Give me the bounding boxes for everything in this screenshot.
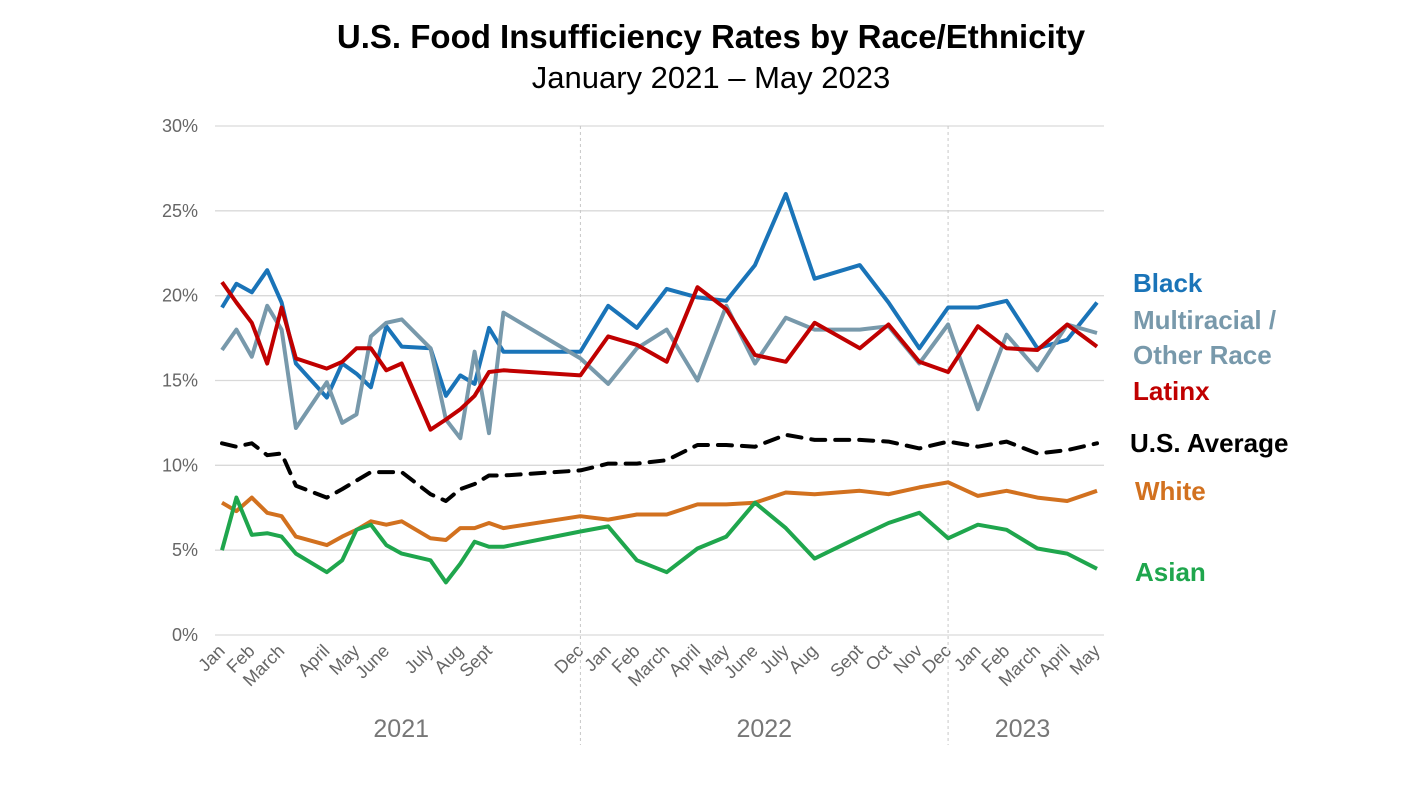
y-tick-label: 15% — [162, 371, 198, 391]
y-tick-label: 0% — [172, 625, 198, 645]
series-line-latinx — [220, 280, 1099, 432]
x-tick-label: May — [1066, 641, 1104, 679]
x-tick-label: Nov — [889, 641, 926, 678]
x-tick-label: July — [401, 641, 438, 678]
series-line-multiracial-other-race — [220, 303, 1098, 441]
legend-label-latinx: Latinx — [1133, 376, 1210, 406]
y-tick-label: 5% — [172, 540, 198, 560]
x-tick-label: Jan — [950, 641, 985, 676]
x-tick-label: Oct — [861, 641, 895, 675]
year-label: 2022 — [736, 715, 792, 743]
y-tick-label: 10% — [162, 455, 198, 475]
x-tick-label: July — [756, 641, 793, 678]
x-tick-label: Dec — [918, 641, 955, 678]
series-line-white — [220, 480, 1098, 548]
year-label: 2021 — [373, 715, 429, 743]
year-label: 2023 — [995, 715, 1051, 743]
x-tick-label: Jan — [194, 641, 229, 676]
series-line-asian — [220, 495, 1098, 585]
chart-subtitle: January 2021 – May 2023 — [531, 60, 891, 95]
legend-label-multiracial-line1: Multiracial / — [1133, 305, 1277, 335]
x-tick-label: Sept — [456, 641, 496, 681]
legend-label-asian: Asian — [1135, 557, 1206, 587]
y-tick-label: 25% — [162, 201, 198, 221]
chart-title: U.S. Food Insufficiency Rates by Race/Et… — [336, 18, 1086, 55]
y-tick-label: 20% — [162, 286, 198, 306]
x-tick-label: Jan — [580, 641, 615, 676]
legend-label-multiracial-line2: Other Race — [1133, 340, 1272, 370]
y-tick-label: 30% — [162, 116, 198, 136]
x-tick-label: June — [720, 641, 762, 683]
x-tick-label: June — [351, 641, 393, 683]
legend-label-us-average: U.S. Average — [1130, 428, 1289, 458]
legend-label-black: Black — [1133, 268, 1203, 298]
x-tick-label: April — [1034, 641, 1074, 681]
legend-label-white: White — [1135, 476, 1206, 506]
x-tick-label: Aug — [785, 641, 822, 678]
x-tick-label: April — [294, 641, 334, 681]
series-line-u-s-average — [220, 432, 1099, 503]
